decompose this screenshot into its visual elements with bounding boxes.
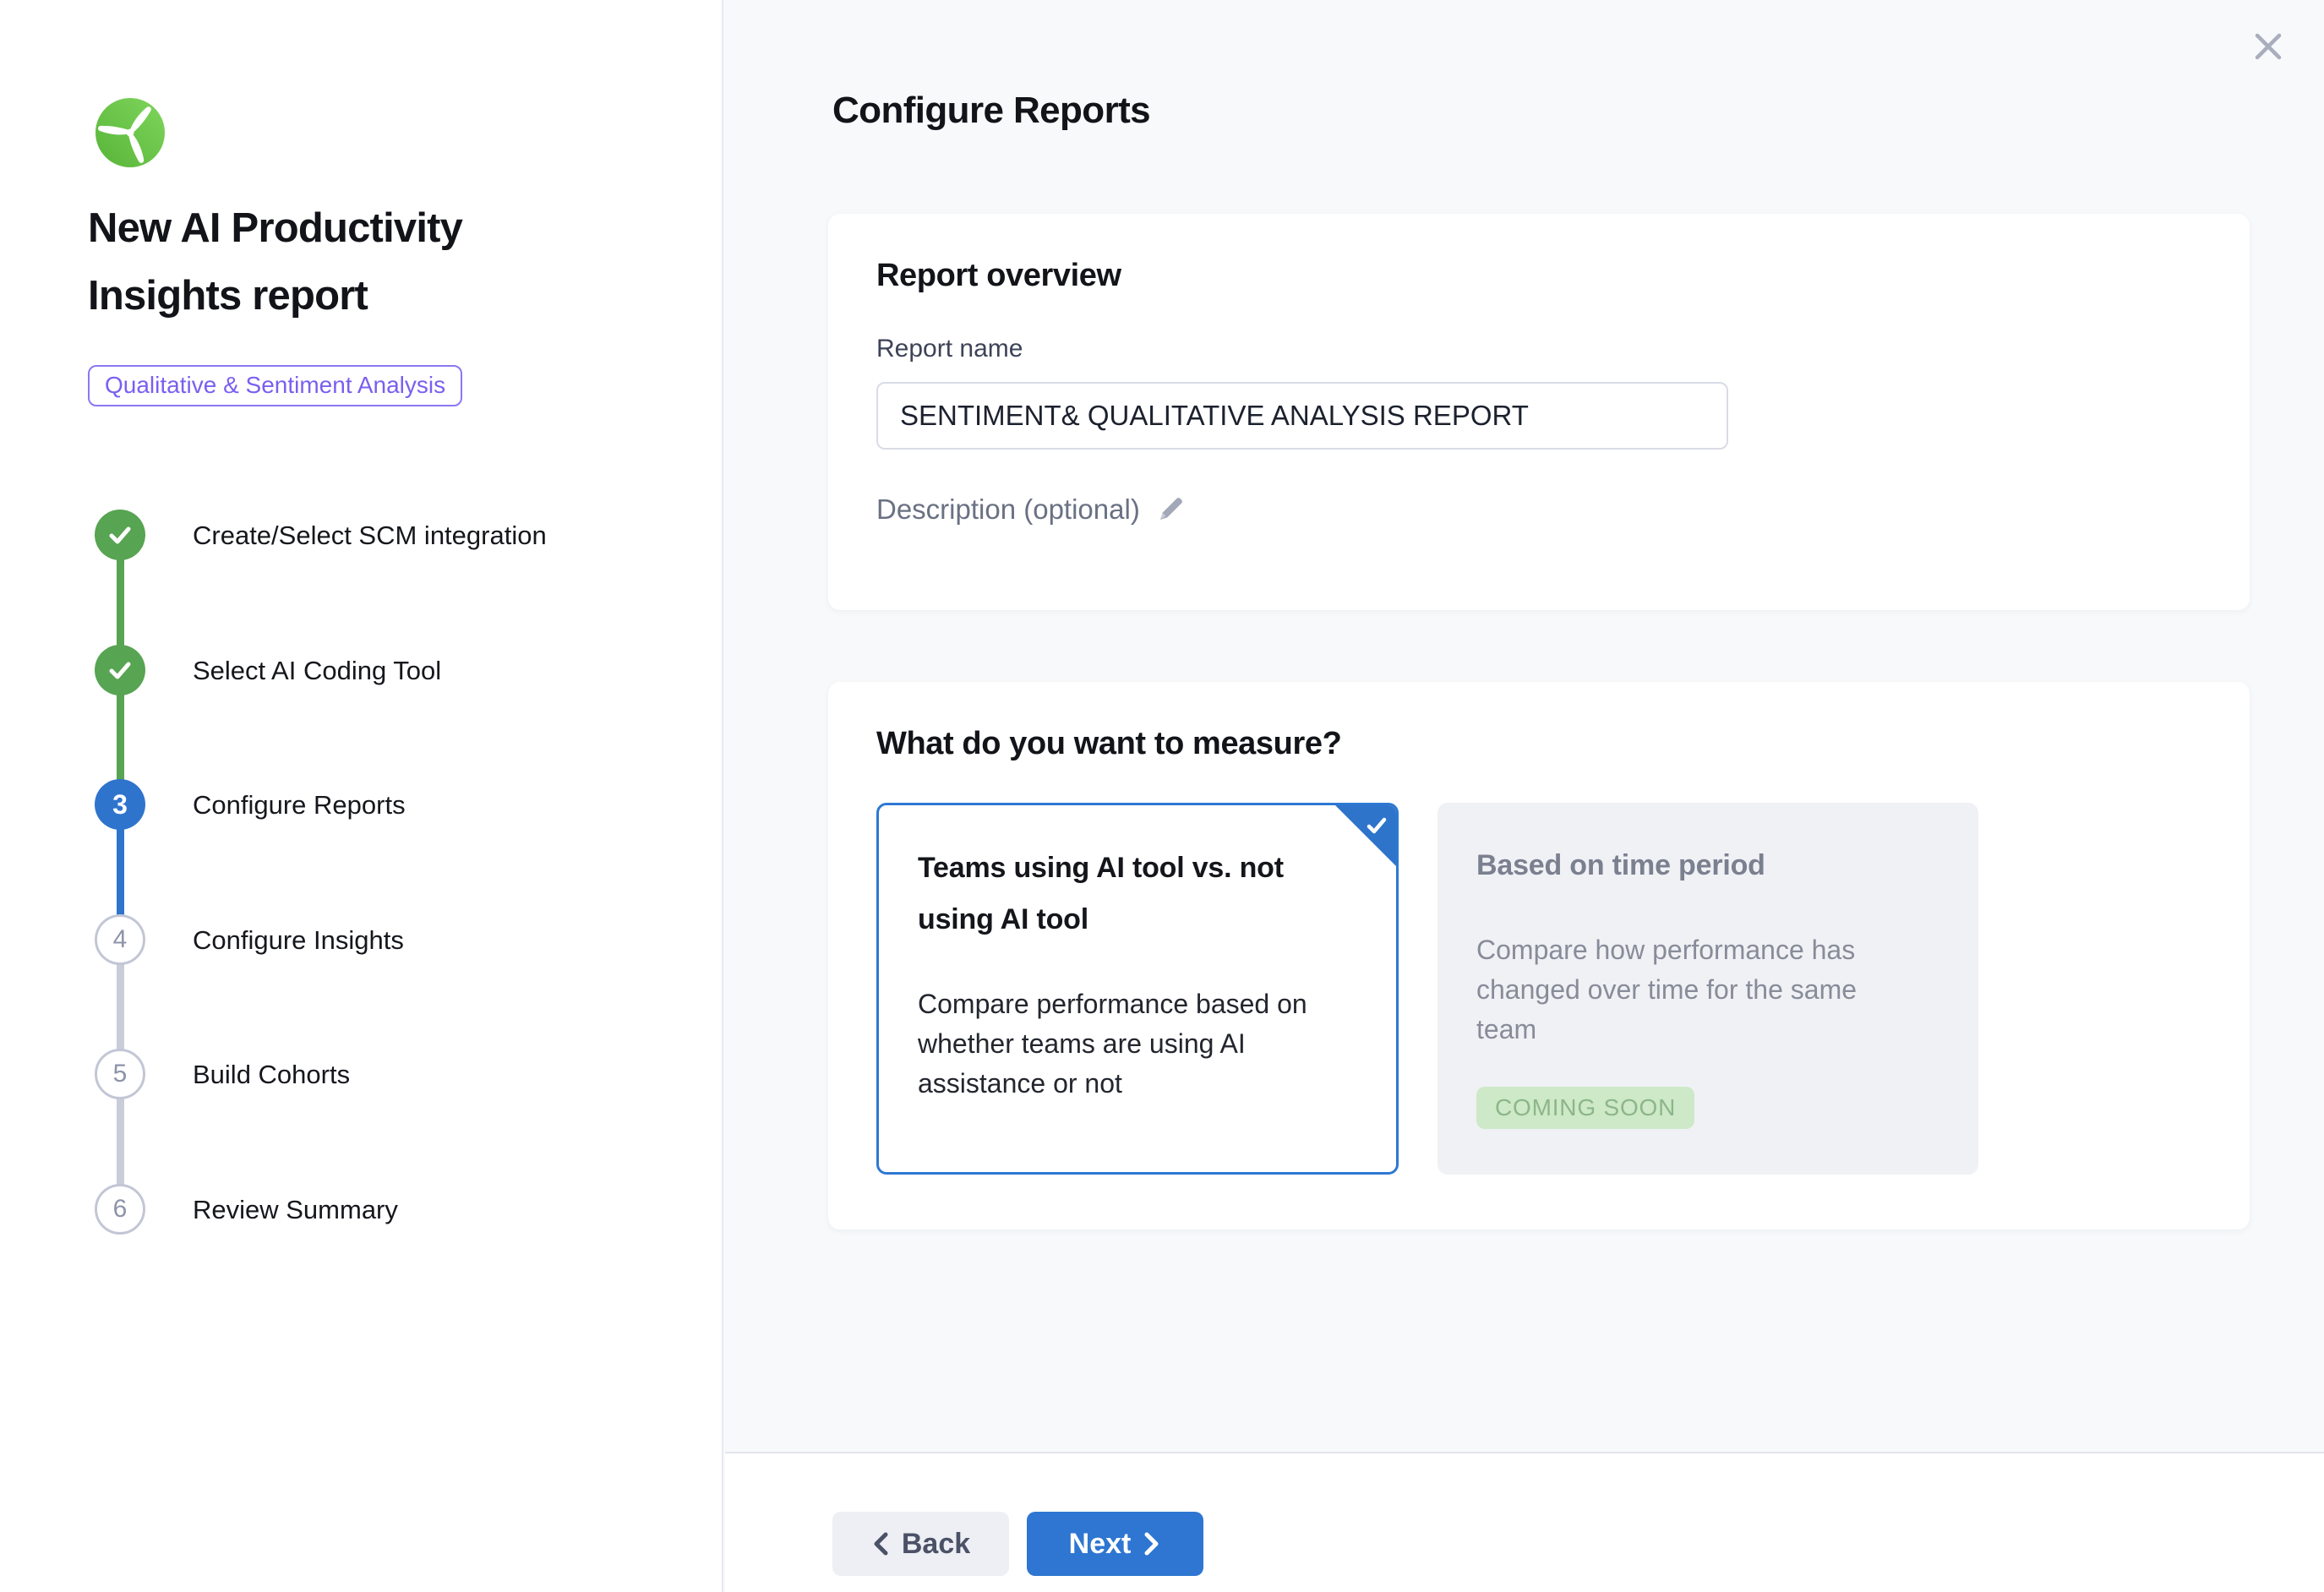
- back-button[interactable]: Back: [832, 1512, 1009, 1576]
- edit-pencil-icon[interactable]: [1155, 494, 1186, 525]
- back-button-label: Back: [901, 1527, 971, 1560]
- next-button-label: Next: [1068, 1527, 1132, 1560]
- wizard-footer: Back Next: [725, 1452, 2324, 1592]
- step-6-circle[interactable]: 6: [95, 1184, 145, 1235]
- configure-reports-panel: Configure Reports Report overview Report…: [725, 0, 2324, 1592]
- step-connector: [117, 804, 124, 940]
- propeller-logo-icon: [95, 98, 165, 167]
- step-connector: [117, 1074, 124, 1209]
- step-connector: [117, 535, 124, 670]
- step-4-circle[interactable]: 4: [95, 914, 145, 965]
- step-5-label[interactable]: Build Cohorts: [193, 1060, 351, 1089]
- option-time-period: Based on time period Compare how perform…: [1437, 803, 1978, 1175]
- wizard-stepper: Create/Select SCM integration Select AI …: [0, 0, 723, 1592]
- step-5-circle[interactable]: 5: [95, 1049, 145, 1099]
- chevron-left-icon: [874, 1532, 888, 1556]
- step-5-number: 5: [112, 1060, 128, 1088]
- option-teams-vs-no-ai[interactable]: Teams using AI tool vs. not using AI too…: [876, 803, 1399, 1175]
- option-description: Compare how performance has changed over…: [1476, 935, 1858, 1044]
- report-overview-heading: Report overview: [876, 258, 1121, 293]
- measure-heading: What do you want to measure?: [876, 726, 1342, 761]
- page-title: Configure Reports: [832, 90, 1151, 131]
- step-4-number: 4: [112, 925, 128, 953]
- wizard-title: New AI Productivity Insights report: [88, 205, 463, 319]
- description-label: Description (optional): [876, 493, 1140, 525]
- close-icon[interactable]: [2248, 27, 2289, 68]
- next-button[interactable]: Next: [1027, 1512, 1203, 1576]
- step-6-number: 6: [112, 1195, 128, 1223]
- report-type-badge: Qualitative & Sentiment Analysis: [88, 365, 463, 406]
- check-icon: [109, 662, 131, 679]
- report-overview-card: Report overview Report name Description …: [828, 214, 2250, 610]
- step-3-number: 3: [112, 788, 128, 820]
- measure-card: What do you want to measure? Teams using…: [828, 682, 2250, 1229]
- selected-corner-flag: [1334, 805, 1396, 867]
- step-6-label[interactable]: Review Summary: [193, 1195, 398, 1224]
- report-name-input[interactable]: [876, 382, 1728, 450]
- check-icon: [109, 526, 131, 544]
- step-3-circle[interactable]: 3: [95, 779, 145, 830]
- step-2-label[interactable]: Select AI Coding Tool: [193, 656, 442, 685]
- wizard-sidebar: New AI Productivity Insights report Qual…: [0, 0, 723, 1592]
- step-connector: [117, 940, 124, 1074]
- step-1-label[interactable]: Create/Select SCM integration: [193, 521, 547, 550]
- report-name-label: Report name: [876, 335, 1023, 363]
- option-title: Teams using AI tool vs. not using AI too…: [918, 852, 1284, 935]
- coming-soon-badge: COMING SOON: [1476, 1087, 1695, 1129]
- selected-check-icon: [1367, 817, 1387, 834]
- step-4-label[interactable]: Configure Insights: [193, 925, 404, 955]
- step-connector: [117, 670, 124, 804]
- step-3-label[interactable]: Configure Reports: [193, 790, 406, 820]
- chevron-right-icon: [1144, 1532, 1159, 1556]
- step-1-circle[interactable]: [95, 510, 145, 560]
- option-title: Based on time period: [1476, 849, 1765, 881]
- option-description: Compare performance based on whether tea…: [918, 989, 1307, 1099]
- step-2-circle[interactable]: [95, 645, 145, 695]
